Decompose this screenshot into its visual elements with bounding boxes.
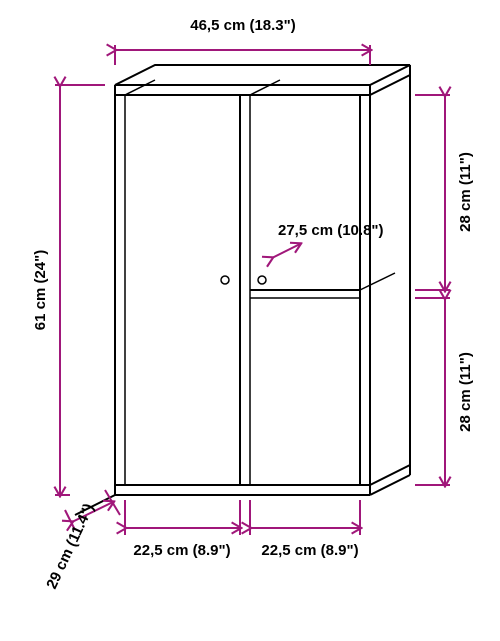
furniture-dimension-diagram: 46,5 cm (18.3") 61 cm (24") 29 cm (11.4"… [0,0,500,641]
dim-top-width: 46,5 cm (18.3") [190,17,296,34]
dim-depth: 29 cm (11.4") [43,501,97,592]
dim-upper-right: 28 cm (11") [457,152,474,232]
dim-bottom-left: 22,5 cm (8.9") [133,542,230,559]
dimension-lines: 46,5 cm (18.3") 61 cm (24") 29 cm (11.4"… [32,17,474,592]
dim-lower-right: 28 cm (11") [457,352,474,432]
furniture-outline [75,65,410,515]
dim-height: 61 cm (24") [32,250,49,331]
dim-bottom-right: 22,5 cm (8.9") [261,542,358,559]
dim-shelf-depth: 27,5 cm (10.8") [278,222,384,239]
